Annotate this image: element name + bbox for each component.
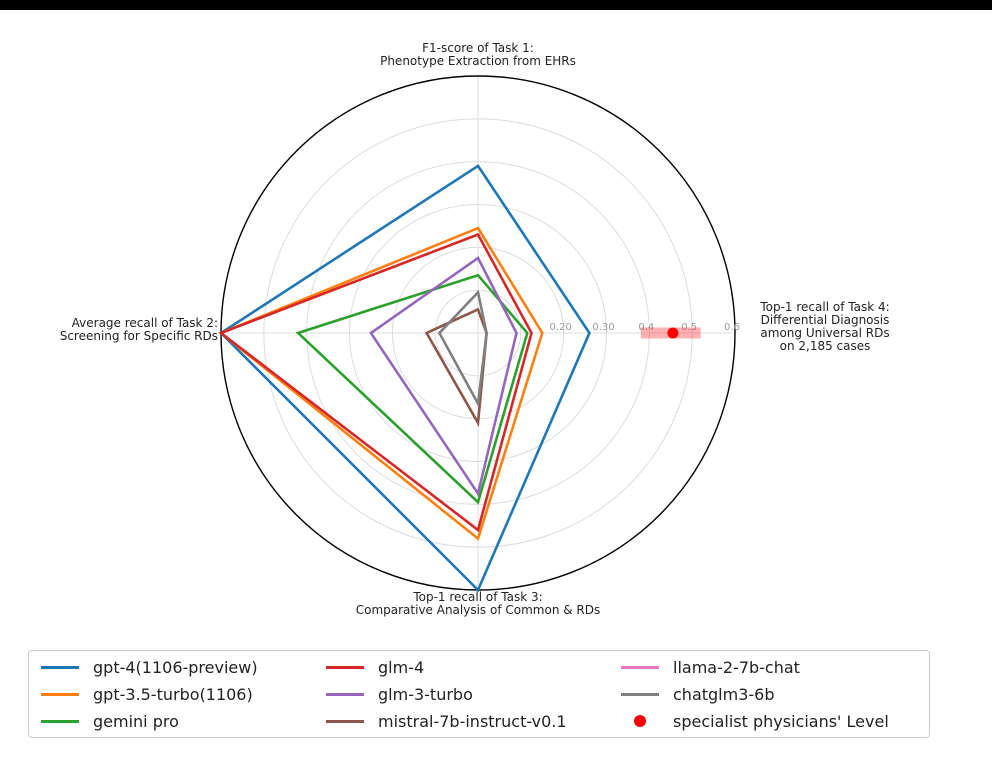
series-line (369, 256, 518, 497)
legend-item: llama-2-7b-chat (621, 656, 800, 678)
legend-label: llama-2-7b-chat (673, 657, 800, 677)
legend-swatch (621, 692, 659, 696)
legend-swatch (326, 719, 364, 723)
legend-item: gpt-4(1106-preview) (41, 656, 258, 678)
radial-tick-label: 0.5 (681, 322, 697, 333)
legend-label: glm-4 (378, 657, 425, 677)
legend-label: chatglm3-6b (673, 684, 775, 704)
legend-label: specialist physicians' Level (673, 711, 889, 731)
legend-label: glm-3-turbo (378, 684, 473, 704)
series-line (218, 232, 533, 533)
series-line (295, 273, 529, 505)
legend-item: mistral-7b-instruct-v0.1 (326, 710, 567, 732)
series-line (218, 226, 544, 541)
legend-label: mistral-7b-instruct-v0.1 (378, 711, 567, 731)
legend-item: gpt-3.5-turbo(1106) (41, 683, 253, 705)
radial-tick-label: 0.6 (724, 322, 740, 333)
legend-swatch (41, 719, 79, 723)
legend-swatch (41, 692, 79, 696)
radar-chart: 0.20 0.30 0.4 0.5 0.6 F1-score of Task 1:Phe… (60, 41, 890, 617)
radar-series-group (218, 164, 591, 593)
radial-tick-label: 0.30 (592, 322, 614, 333)
legend-dot (634, 715, 646, 727)
top-black-bar (0, 0, 992, 10)
radial-tick-label: 0.4 (638, 322, 654, 333)
legend-label: gpt-4(1106-preview) (93, 657, 258, 677)
legend-item: glm-3-turbo (326, 683, 473, 705)
specialist-level-group (640, 327, 701, 339)
chart-legend: gpt-4(1106-preview) gpt-3.5-turbo(1106) … (28, 650, 930, 738)
legend-swatch (41, 665, 79, 669)
series-line (218, 164, 591, 593)
axis-label-t2: Average recall of Task 2: Screening for S… (60, 316, 218, 343)
axis-label-t1: F1-score of Task 1: Phenotype Extraction … (380, 41, 576, 68)
legend-swatch (621, 665, 659, 669)
legend-swatch (326, 692, 364, 696)
axis-label-t4: Top-1 recall of Task 4: Differential Diag… (759, 300, 889, 353)
legend-label: gpt-3.5-turbo(1106) (93, 684, 253, 704)
legend-item: chatglm3-6b (621, 683, 775, 705)
specialist-level-point (667, 327, 679, 339)
legend-item: specialist physicians' Level (621, 710, 889, 732)
legend-item: gemini pro (41, 710, 179, 732)
axis-labels-group: F1-score of Task 1: Phenotype Extraction … (60, 41, 890, 617)
series-line (437, 289, 488, 408)
radial-tick-label: 0.20 (550, 322, 572, 333)
legend-label: gemini pro (93, 711, 179, 731)
axis-label-t3: Top-1 recall of Task 3: Comparative Analy… (356, 590, 601, 617)
legend-swatch (326, 665, 364, 669)
legend-item: glm-4 (326, 656, 424, 678)
